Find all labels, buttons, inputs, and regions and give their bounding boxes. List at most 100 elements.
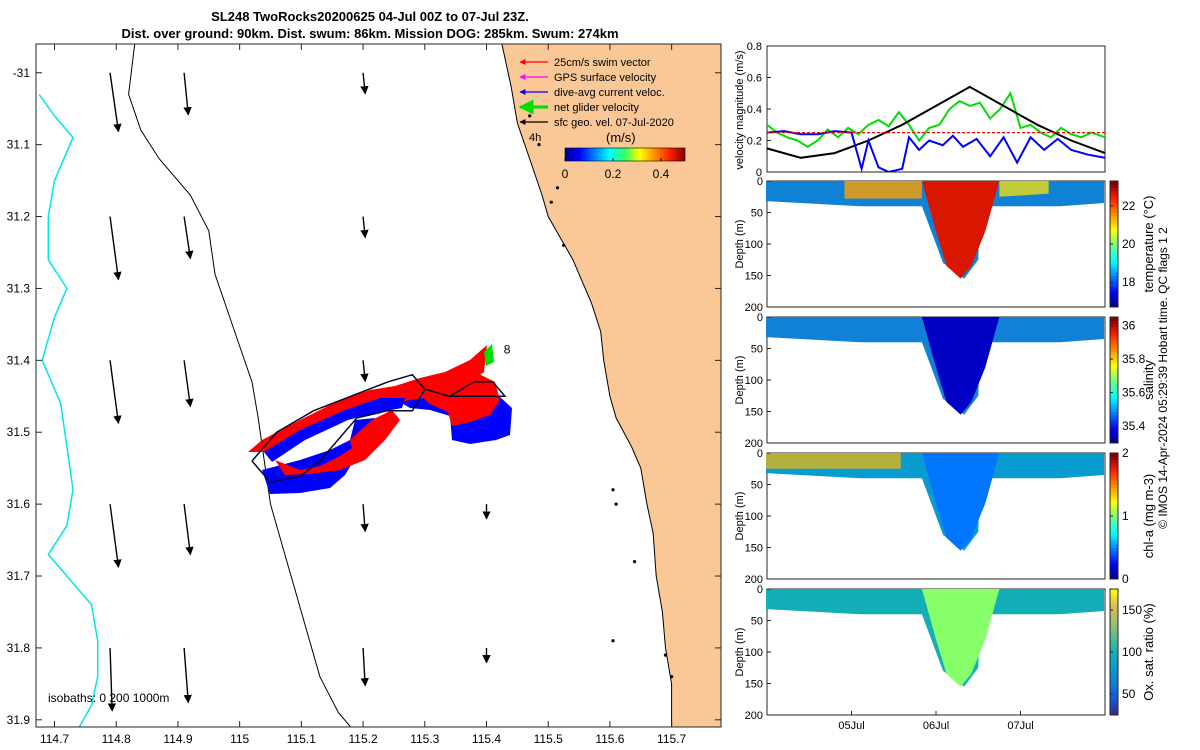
section-colorbar-cell — [1110, 556, 1118, 561]
section-colorbar-cell — [1110, 629, 1118, 634]
section-y-tick-label: 150 — [745, 679, 763, 691]
net-velocity-tip — [484, 344, 494, 366]
section-colorbar-cell — [1110, 645, 1118, 650]
section-warm-surface — [999, 181, 1049, 197]
section-colorbar-cell — [1110, 209, 1118, 213]
section-colorbar-cell — [1110, 493, 1118, 498]
section-colorbar-cell — [1110, 705, 1118, 710]
section-colorbar-cell — [1110, 244, 1118, 248]
section-colorbar-cell — [1110, 538, 1118, 542]
section-colorbar-tick-label: 35.6 — [1122, 386, 1146, 400]
map-y-tick-label: 31.3 — [7, 281, 31, 295]
section-colorbar-cell — [1110, 655, 1118, 659]
section-colorbar-cell — [1110, 317, 1118, 321]
island-dots — [528, 114, 674, 679]
section-y-ticks: 0 50 100 150 200 — [745, 448, 771, 586]
map-x-tick-label: 115 — [230, 732, 249, 746]
surface-velocity-arrow — [360, 504, 369, 533]
map-x-tick-label: 114.8 — [102, 732, 131, 746]
map-colorbar-tick-label: 0 — [562, 167, 569, 181]
section-colorbar-cell — [1110, 300, 1118, 305]
section-colorbar-cell — [1110, 563, 1118, 567]
section-colorbar-cell — [1110, 275, 1118, 280]
section-colorbar-cell — [1110, 652, 1118, 656]
temperature-panel: 0 50 100 150 200 Depth (m) 18 20 22 temperature (… — [734, 176, 1156, 314]
section-colorbar-cell — [1110, 212, 1118, 217]
section-colorbar-cell — [1110, 439, 1118, 444]
map-y-tick-label: -31 — [13, 66, 31, 80]
isobath-1000m — [38, 93, 99, 727]
section-ylabel: Depth (m) — [734, 628, 746, 677]
map-y-tick-label: 31.5 — [7, 425, 31, 439]
section-colorbar-cell — [1110, 303, 1118, 308]
section-colorbar-cell — [1110, 484, 1118, 489]
section-colorbar-cell — [1110, 589, 1118, 593]
map-colorbar-tick-label: 0.2 — [605, 167, 622, 181]
section-colorbar-cell — [1110, 430, 1118, 435]
section-chl-max — [766, 453, 901, 469]
glider-track — [251, 373, 507, 484]
surface-velocity-arrow — [107, 647, 117, 712]
section-colorbar-cell — [1110, 199, 1118, 204]
section-colorbar — [1110, 453, 1118, 580]
section-colorbar-cell — [1110, 187, 1118, 191]
section-colorbar-tick-label: 35.8 — [1122, 352, 1146, 366]
section-colorbar-cell — [1110, 193, 1118, 198]
section-colorbar-cell — [1110, 534, 1118, 539]
surface-velocity-arrow — [183, 360, 194, 408]
island-dot — [611, 488, 615, 492]
section-colorbar-cell — [1110, 240, 1118, 245]
vector-ribbons — [248, 344, 512, 494]
section-colorbar-cell — [1110, 361, 1118, 365]
section-colorbar-cell — [1110, 453, 1118, 457]
section-colorbar-cell — [1110, 281, 1118, 286]
section-colorbar-tick-label: 100 — [1122, 645, 1142, 659]
section-y-tick-label: 0 — [757, 448, 763, 460]
section-y-tick-label: 150 — [745, 543, 763, 555]
section-colorbar-cell — [1110, 680, 1118, 684]
section-colorbar-cell — [1110, 686, 1118, 691]
surface-velocity-arrow — [183, 504, 194, 556]
map-y-tick-label: 31.2 — [7, 210, 31, 224]
section-colorbar-cell — [1110, 575, 1118, 580]
section-colorbar-cell — [1110, 711, 1118, 716]
section-colorbar-cell — [1110, 420, 1118, 425]
section-y-ticks: 0 50 100 150 200 — [745, 312, 771, 450]
section-colorbar-cell — [1110, 380, 1118, 384]
section-colorbar-cell — [1110, 487, 1118, 492]
legend-net-label: net glider velocity — [554, 102, 639, 114]
title-line-1: SL248 TwoRocks20200625 04-Jul 00Z to 07-… — [211, 9, 529, 24]
section-colorbar-cell — [1110, 614, 1118, 618]
section-plume — [921, 317, 1000, 415]
map-y-tick-label: 31.1 — [7, 138, 31, 152]
section-colorbar-tick-label: 50 — [1122, 687, 1136, 701]
map-y-tick-label: 31.8 — [7, 641, 31, 655]
section-colorbar-label: chl-a (mg m-3) — [1141, 474, 1156, 559]
title-line-2: Dist. over ground: 90km. Dist. swum: 86k… — [121, 26, 619, 41]
velocity-y-ticks: 0 0.2 0.4 0.6 0.8 — [747, 41, 771, 179]
section-colorbar-cell — [1110, 522, 1118, 526]
section-colorbar-cell — [1110, 708, 1118, 713]
section-colorbar-cell — [1110, 490, 1118, 495]
section-colorbar-cell — [1110, 221, 1118, 226]
map-y-ticks: -31 31.1 31.2 31.3 31.4 31.5 31.6 31.7 31.8 31.9 — [7, 66, 721, 727]
section-colorbar-cell — [1110, 417, 1118, 422]
surface-velocity-arrow — [109, 216, 122, 281]
section-colorbar-cell — [1110, 253, 1118, 258]
section-colorbar — [1110, 181, 1118, 308]
section-colorbar-cell — [1110, 670, 1118, 675]
section-colorbar-cell — [1110, 481, 1118, 485]
section-colorbar-tick-label: 2 — [1122, 446, 1129, 460]
section-colorbar-cell — [1110, 348, 1118, 353]
section-colorbar-cell — [1110, 250, 1118, 254]
section-colorbar-cell — [1110, 572, 1118, 577]
section-plume — [921, 589, 1000, 687]
map-x-tick-label: 115.1 — [287, 732, 316, 746]
section-colorbar-cell — [1110, 392, 1118, 397]
section-colorbar-cell — [1110, 367, 1118, 372]
section-colorbar-cell — [1110, 335, 1118, 340]
map-y-tick-label: 31.7 — [7, 569, 31, 583]
surface-velocity-arrow — [183, 72, 192, 116]
section-colorbar-cell — [1110, 411, 1118, 416]
island-dot — [562, 243, 566, 247]
